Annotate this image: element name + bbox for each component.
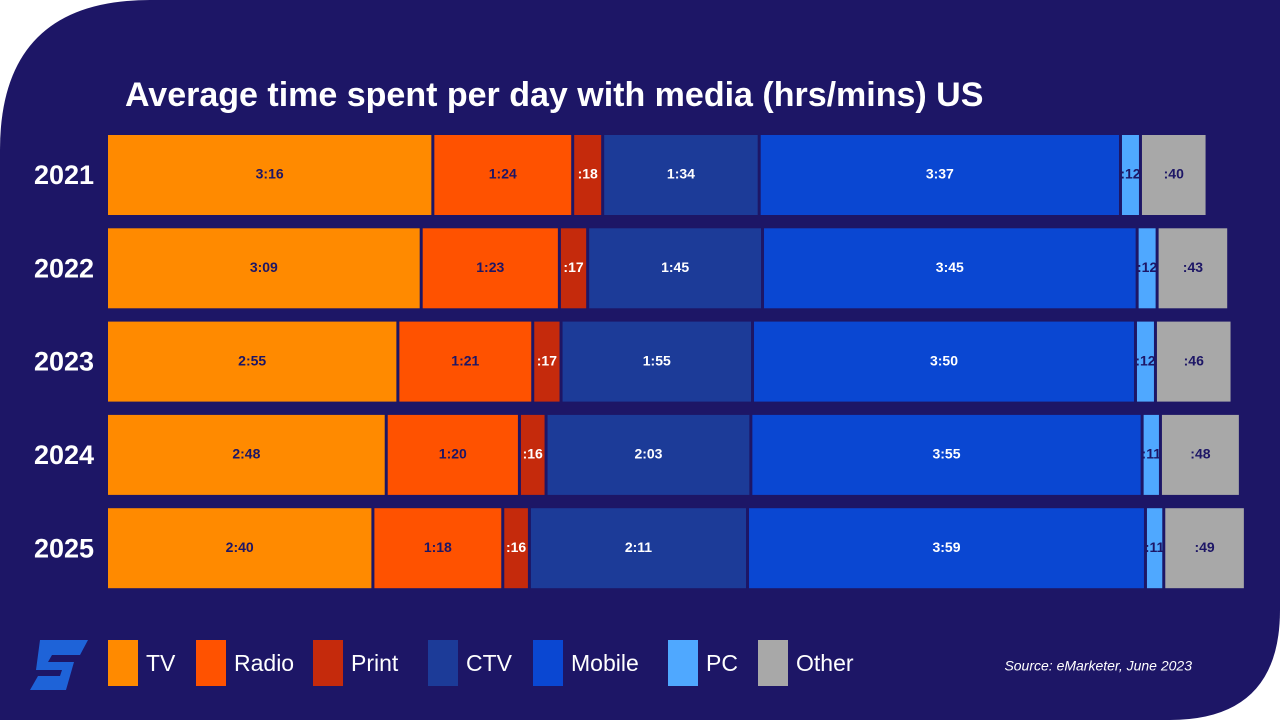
bar-segment xyxy=(520,414,545,495)
bar-segment xyxy=(749,508,1144,589)
data-label: 3:16 xyxy=(256,166,284,182)
data-label: 1:34 xyxy=(667,166,695,182)
data-label: 1:18 xyxy=(424,539,452,555)
legend-label: TV xyxy=(146,650,176,676)
bar-segment xyxy=(1141,135,1206,215)
legend-label: CTV xyxy=(466,650,513,676)
data-label: 3:55 xyxy=(932,446,960,462)
data-label: :17 xyxy=(537,352,557,368)
data-label: :11 xyxy=(1142,446,1162,462)
bar-segment xyxy=(387,414,518,495)
bar-segment xyxy=(1165,508,1244,589)
legend-swatch xyxy=(533,640,563,686)
bar-segment xyxy=(399,321,532,402)
data-label: :46 xyxy=(1184,352,1204,368)
data-label: 1:24 xyxy=(489,166,517,182)
bar-segment xyxy=(108,228,420,309)
bar-segment xyxy=(560,228,587,309)
legend-label: Print xyxy=(351,650,399,676)
data-label: :49 xyxy=(1194,539,1214,555)
legend-label: Mobile xyxy=(571,650,639,676)
data-label: 2:11 xyxy=(625,539,652,555)
data-label: :40 xyxy=(1164,166,1184,182)
bar-segment xyxy=(534,321,560,402)
logo xyxy=(30,640,88,690)
data-label: :16 xyxy=(506,539,526,555)
legend-swatch xyxy=(108,640,138,686)
bar-segment xyxy=(752,414,1141,495)
legend-swatch xyxy=(196,640,226,686)
data-label: :11 xyxy=(1145,539,1165,555)
data-label: 3:45 xyxy=(936,259,964,275)
bar-segment xyxy=(589,228,762,309)
bar-segment xyxy=(760,135,1119,215)
data-label: 1:23 xyxy=(476,259,504,275)
data-label: 2:40 xyxy=(226,539,254,555)
bar-segment xyxy=(108,414,385,495)
bar-segment xyxy=(562,321,752,402)
data-label: 3:59 xyxy=(932,539,960,555)
bar-segment xyxy=(604,135,758,215)
data-label: 3:50 xyxy=(930,352,958,368)
data-label: 2:48 xyxy=(232,446,260,462)
bar-segment xyxy=(108,508,372,589)
bar-segment xyxy=(504,508,528,589)
bar-segment xyxy=(530,508,747,589)
bar-segment xyxy=(422,228,558,309)
y-tick-label: 2021 xyxy=(34,160,94,190)
legend-label: PC xyxy=(706,650,738,676)
bar-segment xyxy=(754,321,1134,402)
data-label: :12 xyxy=(1135,352,1155,368)
legend-swatch xyxy=(668,640,698,686)
data-label: 1:55 xyxy=(643,352,671,368)
data-label: :18 xyxy=(578,166,598,182)
legend-swatch xyxy=(313,640,343,686)
bar-segment xyxy=(1146,508,1163,589)
legend-label: Radio xyxy=(234,650,294,676)
bar-segment xyxy=(1136,321,1154,402)
y-tick-label: 2024 xyxy=(34,440,94,470)
bar-segment xyxy=(374,508,502,589)
legend-swatch xyxy=(428,640,458,686)
bar-segment xyxy=(1161,414,1239,495)
data-label: 2:55 xyxy=(238,352,266,368)
data-label: :16 xyxy=(523,446,543,462)
bar-segment xyxy=(1121,135,1139,215)
data-label: :17 xyxy=(563,259,583,275)
source-note: Source: eMarketer, June 2023 xyxy=(1004,658,1192,674)
legend-swatch xyxy=(758,640,788,686)
bar-segment xyxy=(1156,321,1231,402)
bar-segment xyxy=(434,135,572,215)
data-label: 3:09 xyxy=(250,259,278,275)
data-label: 1:21 xyxy=(451,352,479,368)
bar-segment xyxy=(108,321,397,402)
data-label: 2:03 xyxy=(634,446,662,462)
data-label: :12 xyxy=(1120,166,1140,182)
legend-label: Other xyxy=(796,650,854,676)
bar-segment xyxy=(1158,228,1228,309)
bar-segment xyxy=(764,228,1136,309)
data-label: 3:37 xyxy=(926,166,954,182)
y-tick-label: 2025 xyxy=(34,533,94,563)
data-label: 1:45 xyxy=(661,259,689,275)
bar-segment xyxy=(574,135,602,215)
chart-title: Average time spent per day with media (h… xyxy=(125,76,983,114)
data-label: :48 xyxy=(1190,446,1210,462)
y-tick-label: 2023 xyxy=(34,347,94,377)
data-label: 1:20 xyxy=(439,446,467,462)
data-label: :12 xyxy=(1137,259,1157,275)
data-label: :43 xyxy=(1183,259,1203,275)
bar-segment xyxy=(547,414,750,495)
bar-segment xyxy=(108,135,432,215)
y-tick-label: 2022 xyxy=(34,253,94,283)
bar-segment xyxy=(1138,228,1156,309)
bar-segment xyxy=(1143,414,1159,495)
